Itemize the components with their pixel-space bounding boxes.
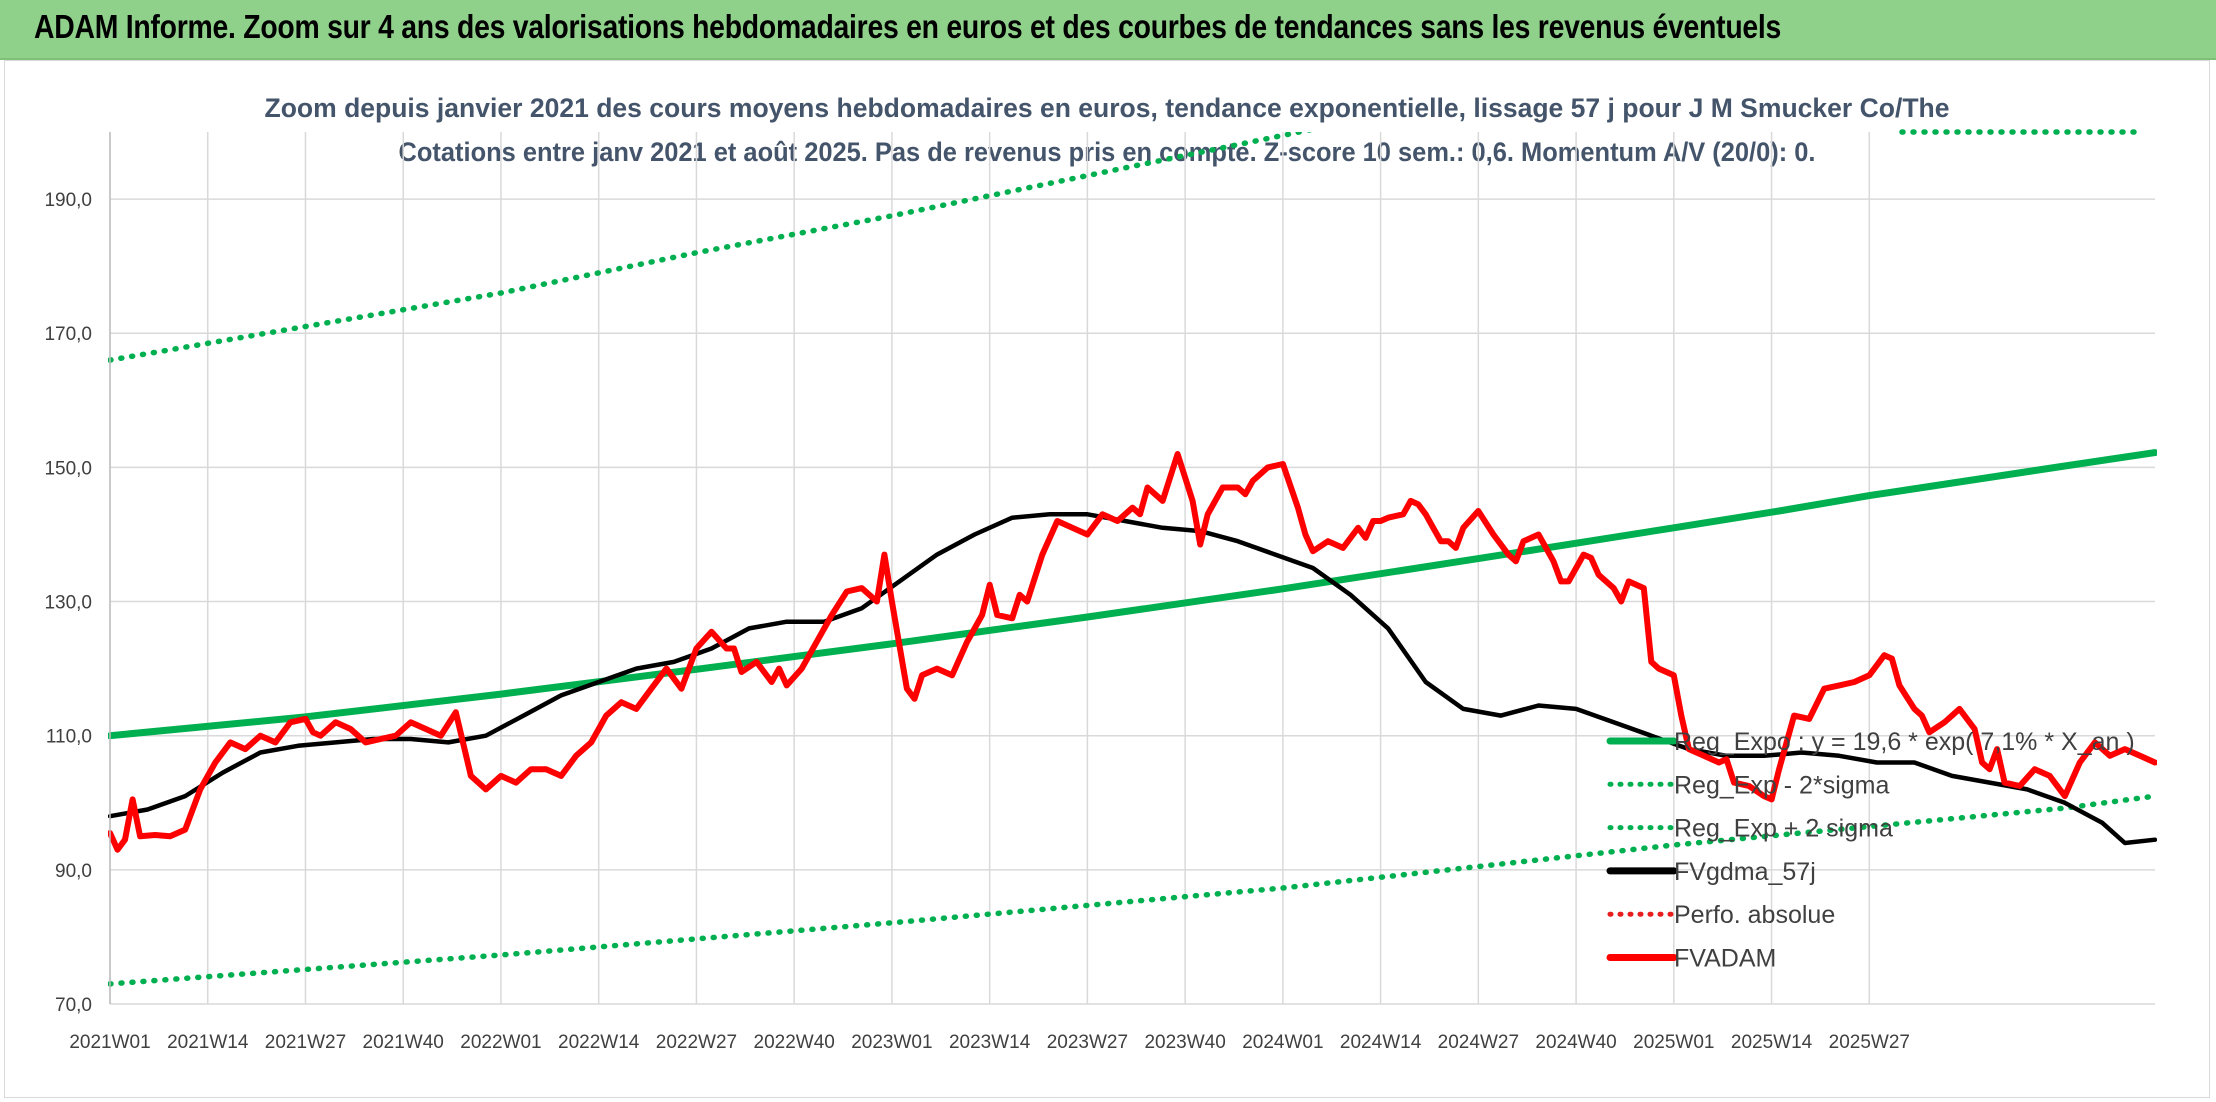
x-tick-label: 2022W27 [656, 1032, 737, 1053]
x-tick-label: 2023W01 [851, 1032, 932, 1053]
x-tick-label: 2021W40 [363, 1032, 444, 1053]
report-banner: ADAM Informe. Zoom sur 4 ans des valoris… [0, 0, 2216, 60]
legend-label: Perfo. absolue [1674, 901, 1835, 929]
legend-label: Reg_Exp - 2*sigma [1674, 771, 1889, 799]
chart-subtitle: Cotations entre janv 2021 et août 2025. … [399, 137, 1816, 167]
x-tick-label: 2023W40 [1144, 1032, 1225, 1053]
x-tick-label: 2024W01 [1242, 1032, 1323, 1053]
legend-label: Reg_Expo : y = 19,6 * exp( 7,1% * X_an ) [1674, 728, 2135, 756]
series-group [108, 129, 2157, 987]
x-tick-label: 2022W01 [460, 1032, 541, 1053]
report-title: ADAM Informe. Zoom sur 4 ans des valoris… [34, 8, 1782, 45]
x-tick-label: 2025W14 [1731, 1032, 1813, 1053]
legend-label: FVgdma_57j [1674, 858, 1816, 886]
chart-frame [4, 60, 2210, 1098]
x-tick-label: 2023W27 [1047, 1032, 1128, 1053]
x-tick-label: 2024W40 [1535, 1032, 1616, 1053]
x-tick-label: 2024W27 [1438, 1032, 1519, 1053]
y-tick-label: 170,0 [44, 324, 92, 345]
grid [109, 132, 2155, 1005]
x-tick-label: 2025W27 [1829, 1032, 1910, 1053]
series-line-5 [108, 451, 2157, 853]
y-tick-label: 110,0 [46, 727, 92, 748]
series-line-3 [108, 512, 2157, 846]
axes: 70,0 90,0 110,0 130,0 150,0 170,0 190,0 2021W01… [44, 132, 1910, 1053]
x-tick-label: 2021W14 [167, 1032, 249, 1053]
y-tick-label: 90,0 [55, 861, 92, 882]
x-tick-label: 2022W40 [754, 1032, 835, 1053]
x-tick-label: 2024W14 [1340, 1032, 1422, 1053]
chart-title: Zoom depuis janvier 2021 des cours moyen… [265, 93, 1950, 123]
legend-label: Reg_Exp + 2 sigma [1674, 815, 1893, 843]
x-tick-label: 2023W14 [949, 1032, 1031, 1053]
y-tick-label: 70,0 [55, 995, 92, 1016]
series-line-0 [108, 449, 2157, 740]
series-line-2 [108, 132, 1313, 363]
legend: Reg_Expo : y = 19,6 * exp( 7,1% * X_an )… [1606, 728, 2135, 973]
y-tick-label: 150,0 [44, 458, 92, 479]
series-line-1 [108, 793, 2157, 987]
x-tick-label: 2022W14 [558, 1032, 640, 1053]
legend-label: FVADAM [1674, 945, 1776, 973]
x-tick-label: 2021W27 [265, 1032, 346, 1053]
x-tick-label: 2021W01 [69, 1032, 150, 1053]
y-tick-label: 190,0 [44, 190, 92, 211]
y-tick-label: 130,0 [44, 593, 92, 614]
x-tick-label: 2025W01 [1633, 1032, 1714, 1053]
